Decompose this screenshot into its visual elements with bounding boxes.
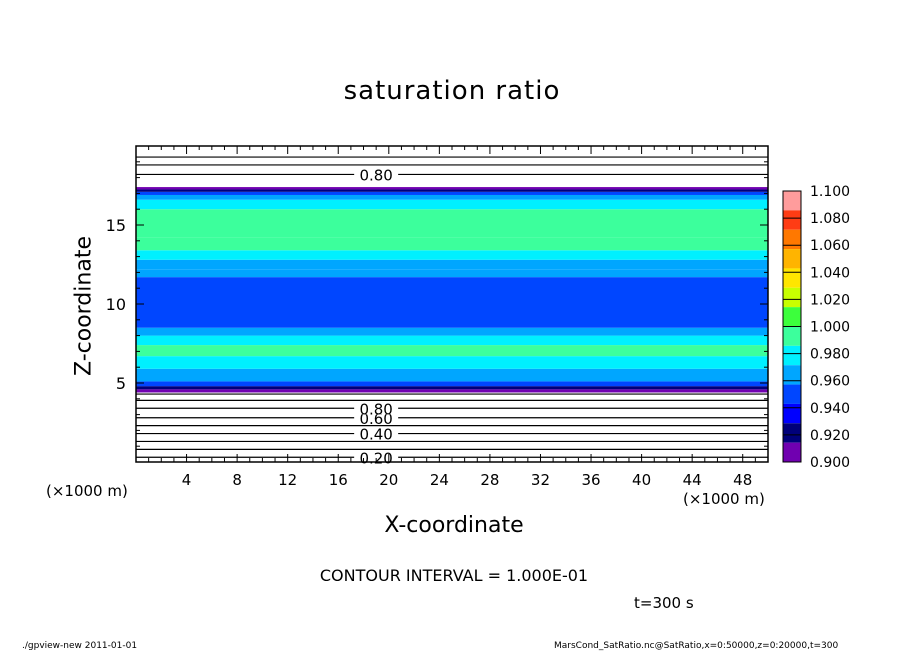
colorbar-label: 0.900 bbox=[810, 455, 850, 471]
contour-label-bg bbox=[354, 451, 399, 464]
x-tick-label: 36 bbox=[581, 471, 600, 489]
x-axis-unit-left: (×1000 m) bbox=[46, 482, 128, 500]
shaded-band bbox=[136, 199, 768, 210]
shaded-band bbox=[136, 250, 768, 260]
y-axis-label: Z-coordinate bbox=[71, 236, 97, 376]
colorbar-swatch bbox=[783, 403, 801, 424]
colorbar-label: 1.000 bbox=[810, 320, 850, 336]
colorbar-swatch bbox=[783, 365, 801, 385]
x-tick-label: 12 bbox=[278, 471, 297, 489]
colorbar-label: 1.080 bbox=[810, 211, 850, 227]
time-label: t=300 s bbox=[634, 594, 694, 612]
x-tick-label: 20 bbox=[379, 471, 398, 489]
shaded-band bbox=[136, 381, 768, 387]
chart-title: saturation ratio bbox=[343, 76, 561, 106]
colorbar-label: 0.940 bbox=[810, 401, 850, 417]
shaded-band bbox=[136, 269, 768, 278]
x-tick-label: 8 bbox=[232, 471, 242, 489]
shaded-band bbox=[136, 277, 768, 328]
contour-label: 0.40 bbox=[359, 426, 392, 444]
colorbar-swatch bbox=[783, 229, 801, 250]
colorbar-label: 0.980 bbox=[810, 347, 850, 363]
shaded-band bbox=[136, 237, 768, 251]
colorbar-swatch bbox=[783, 191, 801, 211]
colorbar-swatch bbox=[783, 307, 801, 327]
x-tick-label: 28 bbox=[480, 471, 499, 489]
colorbar-label: 1.040 bbox=[810, 265, 850, 281]
x-tick-label: 40 bbox=[632, 471, 651, 489]
colorbar-label: 1.020 bbox=[810, 292, 850, 308]
contour-label-bg bbox=[354, 411, 399, 424]
footer-program-info: ./gpview-new 2011-01-01 bbox=[22, 641, 138, 651]
shaded-band bbox=[136, 327, 768, 336]
colorbar-label: 1.100 bbox=[810, 184, 850, 200]
shaded-band bbox=[136, 345, 768, 357]
shaded-band bbox=[136, 386, 768, 390]
shaded-band bbox=[136, 259, 768, 270]
contour-label-bg bbox=[354, 427, 399, 440]
colorbar-swatch bbox=[783, 345, 801, 366]
shaded-band bbox=[136, 335, 768, 346]
shaded-band bbox=[136, 356, 768, 369]
colorbar-swatch bbox=[783, 326, 801, 346]
shaded-band bbox=[136, 194, 768, 200]
x-tick-label: 48 bbox=[733, 471, 752, 489]
contour-label-bg bbox=[354, 402, 399, 415]
contour-label-bg bbox=[354, 168, 399, 181]
shaded-band bbox=[136, 189, 768, 192]
contour-label: 0.80 bbox=[359, 166, 392, 184]
x-tick-label: 24 bbox=[430, 471, 449, 489]
shaded-band bbox=[136, 368, 768, 382]
colorbar-swatch bbox=[783, 287, 801, 308]
footer-file-info: MarsCond_SatRatio.nc@SatRatio,x=0:50000,… bbox=[554, 641, 839, 651]
colorbar-swatch bbox=[783, 384, 801, 404]
x-axis-unit-right: (×1000 m) bbox=[683, 490, 765, 508]
colorbar-label: 1.060 bbox=[810, 238, 850, 254]
x-tick-label: 44 bbox=[683, 471, 702, 489]
shaded-band bbox=[136, 191, 768, 195]
y-tick-label: 10 bbox=[106, 295, 126, 314]
shaded-band bbox=[136, 187, 768, 190]
colorbar-swatch bbox=[783, 210, 801, 230]
shaded-band bbox=[136, 209, 768, 238]
y-tick-label: 15 bbox=[106, 216, 126, 235]
x-axis-label: X-coordinate bbox=[384, 513, 524, 538]
colorbar-swatch bbox=[783, 442, 801, 462]
y-tick-label: 5 bbox=[116, 374, 126, 393]
x-tick-label: 4 bbox=[182, 471, 192, 489]
colorbar-label: 0.920 bbox=[810, 428, 850, 444]
colorbar-swatch bbox=[783, 268, 801, 288]
x-tick-label: 32 bbox=[531, 471, 550, 489]
contour-interval-note: CONTOUR INTERVAL = 1.000E-01 bbox=[319, 566, 589, 585]
contour-label: 0.80 bbox=[359, 400, 392, 418]
x-tick-label: 16 bbox=[329, 471, 348, 489]
colorbar-label: 0.960 bbox=[810, 374, 850, 390]
colorbar-swatch bbox=[783, 249, 801, 269]
colorbar-swatch bbox=[783, 423, 801, 443]
shaded-band bbox=[136, 389, 768, 393]
